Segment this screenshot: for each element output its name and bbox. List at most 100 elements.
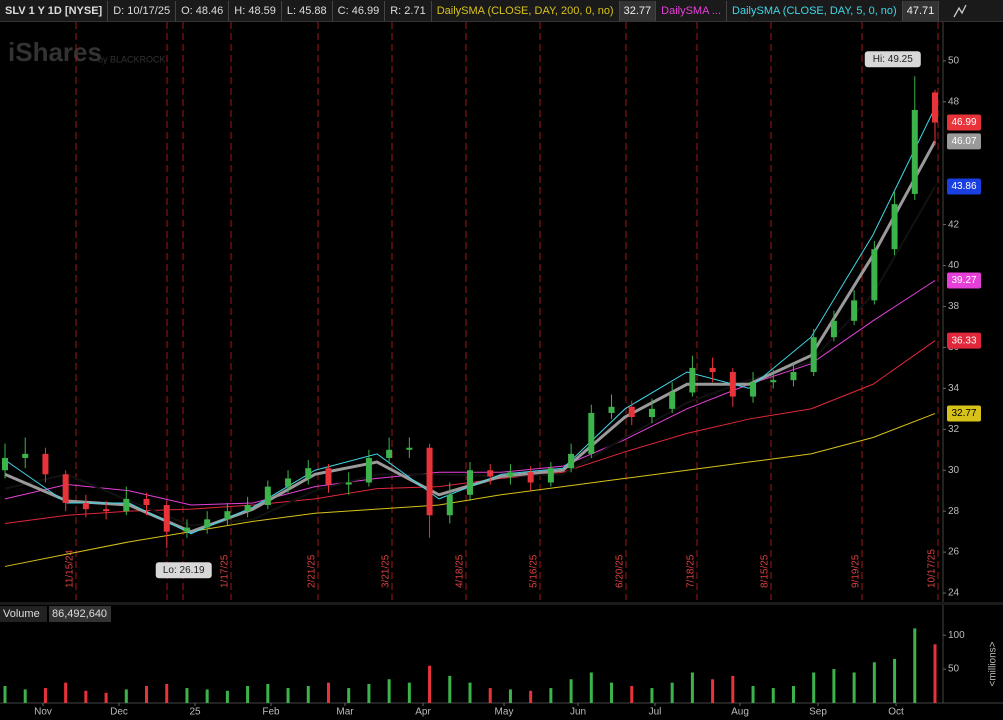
volume-bar	[367, 684, 371, 703]
volume-bar	[84, 690, 88, 703]
price-badge-label: 43.86	[951, 181, 976, 192]
volume-readout-bg	[49, 606, 111, 622]
price-badge	[947, 114, 981, 131]
symbol[interactable]: SLV 1 Y 1D [NYSE]	[0, 0, 109, 21]
volume-bar	[771, 688, 775, 703]
candle-body	[386, 449, 393, 458]
event-label: 10/17/25	[927, 549, 938, 588]
watermark-sub: by BLACKROCK	[98, 54, 166, 64]
volume-bar	[872, 662, 876, 703]
x-tick-label: Jun	[570, 707, 586, 718]
price-badge-label: 36.33	[951, 335, 976, 346]
volume-bar	[23, 689, 27, 703]
candle-body	[123, 498, 130, 512]
volume-bar	[266, 684, 270, 703]
x-tick-label: Sep	[809, 707, 827, 718]
candle-body	[325, 468, 332, 485]
x-tick-label: Dec	[110, 707, 128, 718]
x-tick-label: May	[495, 707, 514, 718]
volume-bar	[468, 682, 472, 703]
close-readout: C: 46.99	[333, 0, 386, 21]
candle-body	[345, 482, 352, 485]
x-tick-label: Aug	[731, 707, 749, 718]
high-readout: H: 48.59	[229, 0, 282, 21]
volume-bar	[670, 682, 674, 703]
candle-body	[871, 249, 878, 301]
candle-body	[810, 337, 817, 372]
volume-bar	[64, 682, 68, 703]
price-badge-label: 46.07	[951, 136, 976, 147]
note: Lo: 26.19	[163, 565, 205, 576]
legend-entry: DailySMA (CLOSE, DAY, 200, 0, no)	[432, 0, 620, 21]
price-badge-label: 32.77	[951, 408, 976, 419]
event-label: 2/21/25	[307, 554, 318, 588]
volume-bar	[185, 688, 189, 703]
y-tick-label: 34	[948, 383, 960, 394]
volume-bar	[488, 688, 492, 703]
candle-body	[729, 371, 736, 397]
price-badge	[947, 405, 981, 422]
event-label: 8/15/25	[760, 554, 771, 588]
volume-bar	[428, 665, 432, 703]
volume-bar	[529, 690, 533, 703]
x-tick-label: Feb	[262, 707, 280, 718]
legend-entry: DailySMA (CLOSE, DAY, 5, 0, no)	[727, 0, 903, 21]
volume-title: Volume	[3, 608, 40, 620]
y-tick-label: 40	[948, 260, 960, 271]
volume-bar	[165, 684, 169, 703]
volume-title-bg	[0, 606, 47, 622]
candle-body	[527, 472, 534, 483]
candle-body	[608, 406, 615, 413]
candle-body	[568, 453, 575, 469]
volume-bar	[306, 686, 310, 703]
candle-body	[689, 367, 696, 393]
volume-bar	[690, 672, 694, 703]
legend-value: 47.71	[902, 0, 940, 21]
candle-body	[547, 468, 554, 483]
volume-bar	[347, 688, 351, 703]
candle-body	[143, 498, 150, 506]
legend: DailySMA (CLOSE, DAY, 200, 0, no) 32.77 Da…	[432, 0, 940, 21]
volume-bar	[246, 686, 250, 703]
candle-body	[790, 371, 797, 381]
note-bg	[155, 562, 212, 579]
x-tick-label: Apr	[415, 707, 431, 718]
candle-body	[467, 470, 473, 495]
candle-body	[82, 502, 89, 510]
candle-body	[932, 92, 938, 123]
volume-y-tick-label: 50	[948, 664, 960, 675]
y-tick-label: 24	[948, 588, 960, 599]
price-badge-label: 46.99	[951, 117, 976, 128]
event-label: 11/15/24	[65, 549, 76, 588]
watermark: iShares	[8, 37, 102, 67]
candle-body	[911, 110, 918, 194]
price-badge	[947, 133, 981, 150]
event-label: 5/16/25	[529, 554, 540, 588]
volume-bar	[630, 686, 634, 703]
volume-readout: 86,492,640	[52, 608, 107, 620]
price-badge	[947, 272, 981, 289]
candle-body	[628, 406, 635, 418]
candle-body	[103, 509, 110, 512]
candle-body	[285, 478, 292, 487]
volume-bar	[286, 688, 290, 703]
volume-bar	[711, 679, 715, 703]
volume-bar	[589, 672, 593, 703]
volume-bar	[3, 686, 7, 703]
volume-bar	[569, 679, 573, 703]
candle-body	[446, 494, 453, 516]
event-label: 3/21/25	[381, 554, 392, 588]
candle-body	[669, 392, 676, 409]
volume-bar	[610, 682, 614, 703]
expand-button[interactable]	[951, 2, 969, 20]
candle-body	[264, 486, 271, 506]
legend-entry: DailySMA ...	[656, 0, 728, 21]
legend-value: 32.77	[619, 0, 657, 21]
price-badge	[947, 332, 981, 349]
volume-bar	[893, 658, 897, 703]
low-readout: L: 45.88	[282, 0, 333, 21]
x-tick-label: Mar	[336, 707, 354, 718]
